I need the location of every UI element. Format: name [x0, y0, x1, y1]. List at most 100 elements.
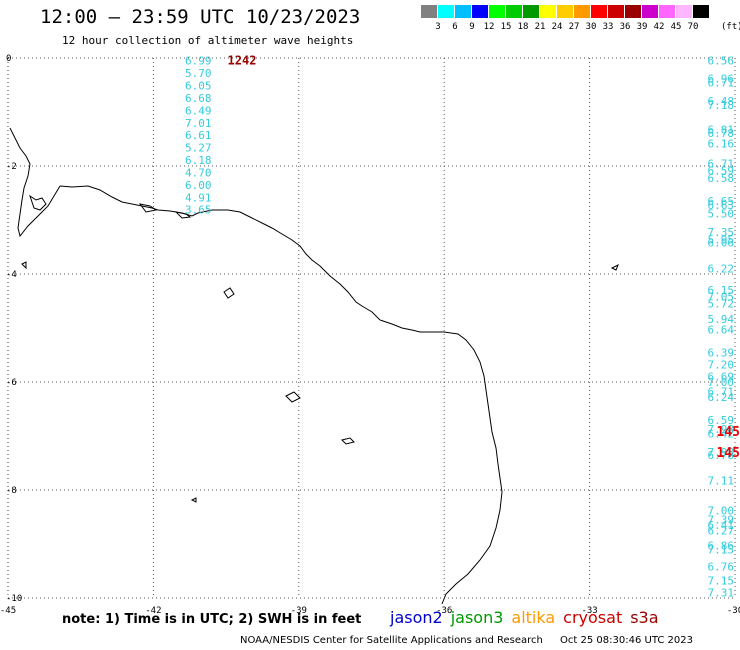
lat-lon-grid — [7, 57, 736, 599]
footer-note: note: 1) Time is in UTC; 2) SWH is in fe… — [62, 612, 362, 627]
wave-height-label: 6.22 — [708, 263, 735, 276]
y-tick-label: -6 — [6, 378, 17, 388]
wave-height-label: 6.65 — [708, 195, 735, 208]
wave-height-label: 7.15 — [708, 543, 735, 556]
legend-label: 12 — [483, 22, 495, 32]
wave-height-label: 7.00 — [708, 376, 735, 389]
legend-swatch — [438, 5, 455, 18]
legend-swatch — [693, 5, 710, 18]
wave-height-label: 7.00 — [708, 505, 735, 518]
legend-swatch — [591, 5, 608, 18]
wave-height-label: 6.71 — [708, 157, 735, 170]
northern-coastline — [9, 127, 61, 238]
wave-height-label: 6.99 — [185, 55, 212, 68]
brazil-coastline — [59, 185, 503, 605]
map-title: 12:00 – 23:59 UTC 10/23/2023 — [40, 6, 361, 28]
legend-label: 42 — [653, 22, 665, 32]
wave-height-label: 6.71 — [708, 386, 735, 399]
legend-label: 6 — [452, 22, 458, 32]
satellite-cryosat: cryosat — [563, 608, 623, 627]
legend-label: 21 — [534, 22, 546, 32]
y-tick-label: -10 — [6, 594, 22, 604]
wave-height-label: 6.56 — [708, 55, 735, 68]
x-tick-label: -33 — [581, 606, 597, 616]
y-tick-label: -8 — [6, 486, 17, 496]
wave-height-label: 6.58 — [708, 172, 735, 185]
legend-swatch — [421, 5, 438, 18]
wave-height-label: 6.24 — [708, 391, 735, 404]
wave-height-label: 6.06 — [708, 237, 735, 250]
wave-height-label: 4.91 — [185, 191, 212, 204]
legend-swatch — [489, 5, 506, 18]
wave-height-label: 6.18 — [185, 154, 212, 167]
wave-height-label: 6.69 — [708, 371, 735, 384]
altimeter-track-east: 6.566.966.716.487.186.816.786.166.716.59… — [708, 55, 735, 600]
wave-height-label: 4.70 — [185, 166, 212, 179]
legend-swatch — [540, 5, 557, 18]
legend-swatch — [523, 5, 540, 18]
wave-height-label: 7.39 — [708, 514, 735, 527]
legend-label: 9 — [469, 22, 475, 32]
legend-label: 27 — [568, 22, 580, 32]
wave-height-label: 6.68 — [185, 92, 212, 105]
wave-height-label: 6.41 — [708, 519, 735, 532]
wave-height-label: 6.16 — [708, 137, 735, 150]
altimeter-track-west: 6.995.706.056.686.497.016.615.276.184.70… — [185, 55, 212, 217]
wave-height-label: 6.96 — [708, 73, 735, 86]
legend-swatch — [659, 5, 676, 18]
wave-height-label: 6.86 — [708, 540, 735, 553]
x-tick-label: -39 — [291, 606, 307, 616]
satellite-s3a: s3a — [630, 608, 659, 627]
wave-height-label: 6.00 — [185, 179, 212, 192]
high-wave-label: 145 — [717, 425, 740, 440]
wave-height-label: 6.81 — [708, 123, 735, 136]
map-subtitle: 12 hour collection of altimeter wave hei… — [62, 34, 354, 47]
island-2 — [285, 391, 301, 403]
legend-swatch — [455, 5, 472, 18]
wave-height-label: 6.64 — [708, 324, 735, 337]
legend-label: 70 — [687, 22, 699, 32]
legend-color-bar — [421, 5, 710, 18]
wave-height-label: 6.05 — [185, 80, 212, 93]
wave-height-label: 6.48 — [708, 95, 735, 108]
legend-swatch — [642, 5, 659, 18]
island-5 — [21, 261, 27, 270]
wave-height-label: 6.78 — [708, 127, 735, 140]
x-tick-label: -36 — [436, 606, 452, 616]
axis-tick-labels: -45 -42 -39 -36 -33 -30 0 -2 -4 -6 -8 -10 — [0, 54, 740, 616]
high-wave-label: 145 — [717, 446, 740, 461]
wave-height-label: 7.98 — [708, 423, 735, 436]
legend-swatch — [625, 5, 642, 18]
wave-height-label: 5.70 — [185, 67, 212, 80]
legend-swatch — [472, 5, 489, 18]
y-tick-label: 0 — [6, 54, 11, 64]
legend-swatch — [608, 5, 625, 18]
y-tick-label: -2 — [6, 162, 17, 172]
wave-height-label: 6.42 — [708, 427, 735, 440]
legend-label: 45 — [670, 22, 682, 32]
footer-credit: NOAA/NESDIS Center for Satellite Applica… — [240, 635, 693, 646]
legend-swatch — [574, 5, 591, 18]
x-tick-label: -42 — [145, 606, 161, 616]
wave-height-label: 7.20 — [708, 359, 735, 372]
wave-height-label: 7.05 — [708, 291, 735, 304]
island-3 — [341, 437, 355, 445]
y-tick-label: -4 — [6, 270, 17, 280]
wave-height-label: 6.49 — [185, 104, 212, 117]
wave-height-label: 7.15 — [708, 575, 735, 588]
wave-height-label: 3.65 — [185, 204, 212, 217]
satellite-jason2: jason2 — [390, 608, 443, 627]
wave-height-label: 7.98 — [708, 446, 735, 459]
wave-height-label: 6.63 — [708, 199, 735, 212]
wave-height-label: 6.39 — [708, 346, 735, 359]
legend-label: 36 — [619, 22, 631, 32]
wave-height-label: 6.15 — [708, 284, 735, 297]
wave-height-label: 7.31 — [708, 587, 735, 600]
x-tick-label: -45 — [0, 606, 16, 616]
legend-label: 33 — [602, 22, 614, 32]
legend-swatch — [676, 5, 693, 18]
wave-height-label: 6.59 — [708, 414, 735, 427]
